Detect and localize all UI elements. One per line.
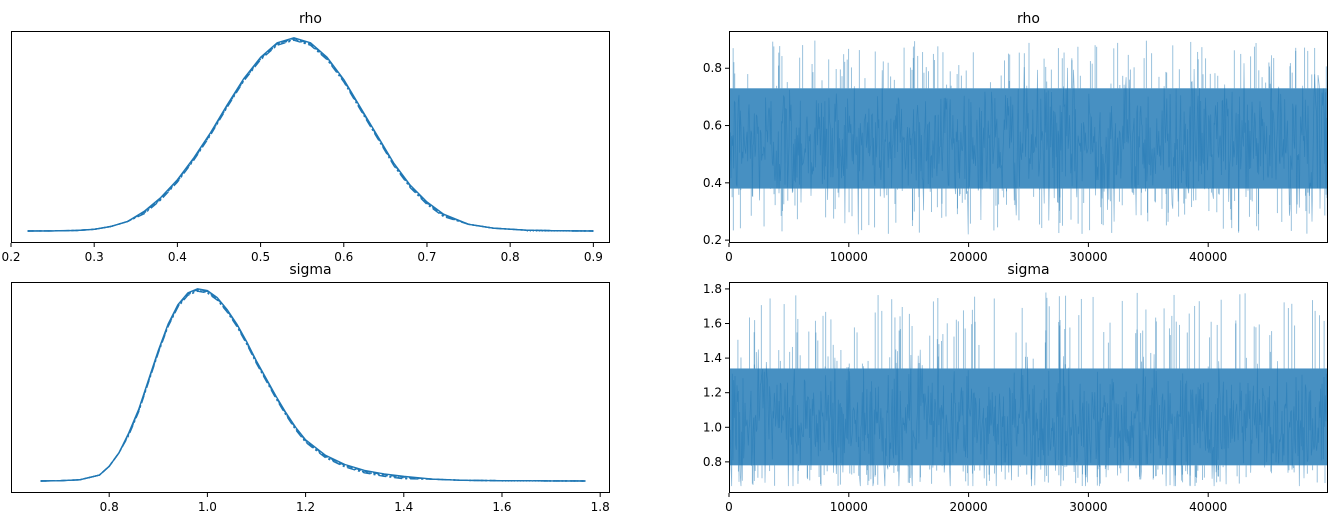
y-tick-label: 1.6 (703, 317, 722, 331)
x-axis: 0 10000 20000 30000 40000 (725, 493, 1227, 514)
plot-area (27, 37, 594, 232)
x-tick-label: 30000 (1069, 500, 1107, 514)
x-tick-label: 0 (725, 500, 733, 514)
subplot-title: rho (1017, 11, 1040, 27)
subplot-2: rho 0 10000 20000 30000 40000 0.2 0.4 0.6 0.8 (703, 11, 1328, 264)
trace-spikes (737, 292, 1326, 487)
y-tick-label: 0.4 (703, 176, 722, 190)
axes-frame (729, 31, 1328, 243)
x-axis: 0 10000 20000 30000 40000 (725, 243, 1227, 264)
x-tick-label: 10000 (830, 500, 868, 514)
x-tick-label: 40000 (1189, 500, 1227, 514)
x-tick-label: 0.8 (501, 250, 520, 264)
density-line-chain-4 (27, 39, 594, 232)
y-tick-label: 0.8 (703, 61, 722, 75)
y-tick-label: 1.0 (703, 420, 722, 434)
x-tick-label: 30000 (1069, 250, 1107, 264)
subplot-3: sigma 0.8 1.0 1.2 1.4 1.6 1.8 (11, 262, 610, 514)
x-tick-label: 0.3 (85, 250, 104, 264)
density-line-chain-1 (27, 37, 594, 232)
plot-area (729, 40, 1328, 235)
y-tick-label: 0.6 (703, 119, 722, 133)
density-line-chain-3 (40, 289, 586, 482)
y-tick-label: 0.8 (703, 455, 722, 469)
subplot-title: rho (299, 11, 322, 27)
density-line-chain-4 (40, 290, 586, 482)
x-tick-label: 20000 (950, 250, 988, 264)
x-tick-label: 0.5 (251, 250, 270, 264)
x-tick-label: 0.9 (584, 250, 603, 264)
plot-area (729, 292, 1328, 487)
density-line-chain-3 (27, 38, 594, 232)
x-tick-label: 1.0 (198, 500, 217, 514)
density-line-chain-2 (27, 37, 594, 232)
x-tick-label: 0.4 (168, 250, 187, 264)
x-axis: 0.2 0.3 0.4 0.5 0.6 0.7 0.8 0.9 (1, 243, 603, 264)
density-line-chain-2 (40, 288, 586, 482)
x-tick-label: 0 (725, 250, 733, 264)
subplot-4: sigma 0 10000 20000 30000 40000 0.8 1.0 1.2 1.4 1.… (703, 262, 1328, 514)
x-tick-label: 20000 (950, 500, 988, 514)
subplot-title: sigma (289, 262, 331, 278)
trace-line (729, 319, 1328, 487)
x-tick-label: 10000 (830, 250, 868, 264)
y-axis: 0.8 1.0 1.2 1.4 1.6 1.8 (703, 282, 729, 469)
y-tick-label: 1.8 (703, 282, 722, 296)
x-tick-label: 0.6 (334, 250, 353, 264)
y-tick-label: 1.4 (703, 351, 722, 365)
axes-frame (11, 282, 610, 493)
x-tick-label: 1.8 (591, 500, 610, 514)
x-tick-label: 1.2 (296, 500, 315, 514)
y-tick-label: 1.2 (703, 386, 722, 400)
subplot-1: rho 0.2 0.3 0.4 0.5 0.6 0.7 0.8 0.9 (1, 11, 610, 264)
trace-spikes (731, 40, 1328, 234)
x-tick-label: 0.2 (1, 250, 20, 264)
axes-frame (11, 31, 610, 243)
x-tick-label: 1.4 (394, 500, 413, 514)
trace-line (729, 55, 1328, 235)
x-tick-label: 40000 (1189, 250, 1227, 264)
subplot-title: sigma (1007, 262, 1049, 278)
x-axis: 0.8 1.0 1.2 1.4 1.6 1.8 (100, 493, 610, 514)
y-axis: 0.2 0.4 0.6 0.8 (703, 61, 729, 247)
density-line-chain-1 (40, 288, 586, 482)
x-tick-label: 0.8 (100, 500, 119, 514)
y-tick-label: 0.2 (703, 233, 722, 247)
axes-frame (729, 282, 1328, 493)
x-tick-label: 1.6 (492, 500, 511, 514)
x-tick-label: 0.7 (417, 250, 436, 264)
plot-area (40, 288, 586, 482)
